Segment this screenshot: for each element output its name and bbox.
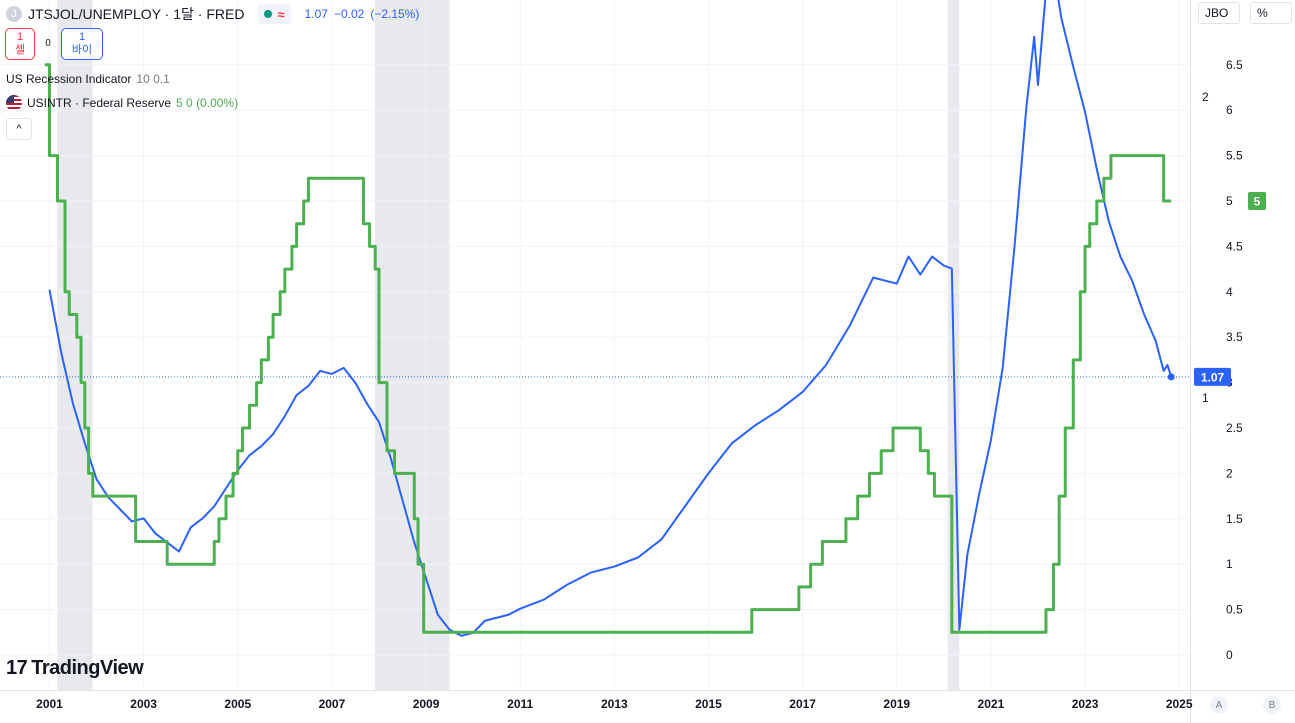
legend-recession-name: US Recession Indicator: [6, 72, 132, 86]
price-readout: 1.07 −0.02 (−2.15%): [305, 7, 420, 21]
right-axis-tick-label: 0.5: [1226, 603, 1243, 617]
scale-jbo-button[interactable]: JBO: [1198, 2, 1240, 24]
price-change-pct: (−2.15%): [370, 7, 420, 21]
market-open-dot-icon: [264, 10, 273, 18]
us-flag-icon: [6, 95, 22, 111]
chevron-up-icon: ^: [16, 123, 22, 135]
ratio-series-line: [48, 0, 1173, 637]
right-axis-tick-label: 2.5: [1226, 421, 1243, 435]
last-point-marker: [1167, 373, 1175, 381]
right-axis-tick-label: 5: [1226, 194, 1233, 208]
x-axis-tick-label: 2025: [1166, 697, 1193, 711]
right-axis-tick-label: 5.5: [1226, 149, 1243, 163]
x-axis-tick-label: 2009: [413, 697, 440, 711]
buy-label: 바이: [71, 44, 93, 56]
right-axis-tick-label: 4: [1226, 285, 1233, 299]
tradingview-mark-icon: 17: [6, 657, 28, 679]
market-status-pill[interactable]: ≈: [258, 4, 291, 24]
auto-scale-button[interactable]: A: [1210, 696, 1228, 714]
tradingview-wordmark: TradingView: [31, 657, 144, 679]
legend-usintr-values: 5 0 (0.00%): [176, 96, 239, 110]
ratio-last-value-badge: [1194, 367, 1231, 386]
sell-label: 셀: [14, 44, 26, 56]
legend-recession-values: 10 0.1: [136, 72, 170, 86]
x-axis-tick-label: 2011: [507, 697, 533, 711]
recession-band: [375, 0, 450, 690]
price-change: −0.02: [333, 7, 365, 21]
buy-button[interactable]: 1 바이: [61, 28, 103, 60]
right-axis-tick-label: 3.5: [1226, 330, 1243, 344]
collapse-legend-button[interactable]: ^: [6, 118, 32, 140]
sell-button[interactable]: 1 셀: [5, 28, 35, 60]
rate-last-value-text: 5: [1254, 195, 1261, 209]
right-axis-tick-label: 6.5: [1226, 58, 1243, 72]
right-axis-tick-label: 6: [1226, 103, 1233, 117]
x-axis-tick-label: 2017: [789, 697, 816, 711]
x-axis-tick-label: 2001: [36, 697, 63, 711]
x-axis-tick-label: 2019: [883, 697, 910, 711]
right-axis-tick-label: 4.5: [1226, 239, 1243, 253]
x-axis-tick-label: 2003: [130, 697, 157, 711]
left-axis-tick-label: 2: [1202, 90, 1209, 104]
x-axis-tick-label: 2005: [224, 697, 251, 711]
scale-percent-button[interactable]: %: [1250, 2, 1292, 24]
right-axis-tick-label: 1: [1226, 557, 1233, 571]
x-axis-tick-label: 2013: [601, 697, 628, 711]
rate-series-line: [44, 63, 1172, 634]
legend-usintr[interactable]: USINTR · Federal Reserve 5 0 (0.00%): [6, 95, 238, 111]
chart-header: J JTSJOL/UNEMPLOY · 1달 · FRED ≈ 1.07 −0.…: [6, 4, 419, 24]
symbol-title[interactable]: JTSJOL/UNEMPLOY · 1달 · FRED: [28, 6, 245, 22]
rate-last-value-badge: [1248, 192, 1266, 210]
right-axis-tick-label: 2: [1226, 466, 1233, 480]
sell-price: 1: [16, 31, 24, 43]
x-axis-tick-label: 2015: [695, 697, 722, 711]
trade-buttons: 1 셀 0 1 바이: [5, 28, 103, 60]
recession-band: [57, 0, 93, 690]
x-axis-tick-label: 2021: [978, 697, 1005, 711]
symbol-logo-icon: J: [6, 6, 22, 22]
ratio-last-value-text: 1.07: [1201, 370, 1225, 384]
buy-price: 1: [78, 31, 86, 43]
legend-usintr-name: USINTR · Federal Reserve: [27, 96, 172, 110]
x-axis-tick-label: 2023: [1072, 697, 1099, 711]
x-axis-tick-label: 2007: [319, 697, 346, 711]
spread-value: 0: [45, 38, 51, 49]
b-button[interactable]: B: [1263, 696, 1281, 714]
right-axis-tick-label: 1.5: [1226, 512, 1243, 526]
left-axis-tick-label: 1: [1202, 391, 1209, 405]
last-price: 1.07: [304, 7, 328, 21]
right-axis-tick-label: 0: [1226, 648, 1233, 662]
approx-icon: ≈: [277, 6, 285, 22]
tradingview-logo[interactable]: 17 TradingView: [6, 657, 144, 680]
legend-recession[interactable]: US Recession Indicator 10 0.1: [6, 72, 170, 86]
